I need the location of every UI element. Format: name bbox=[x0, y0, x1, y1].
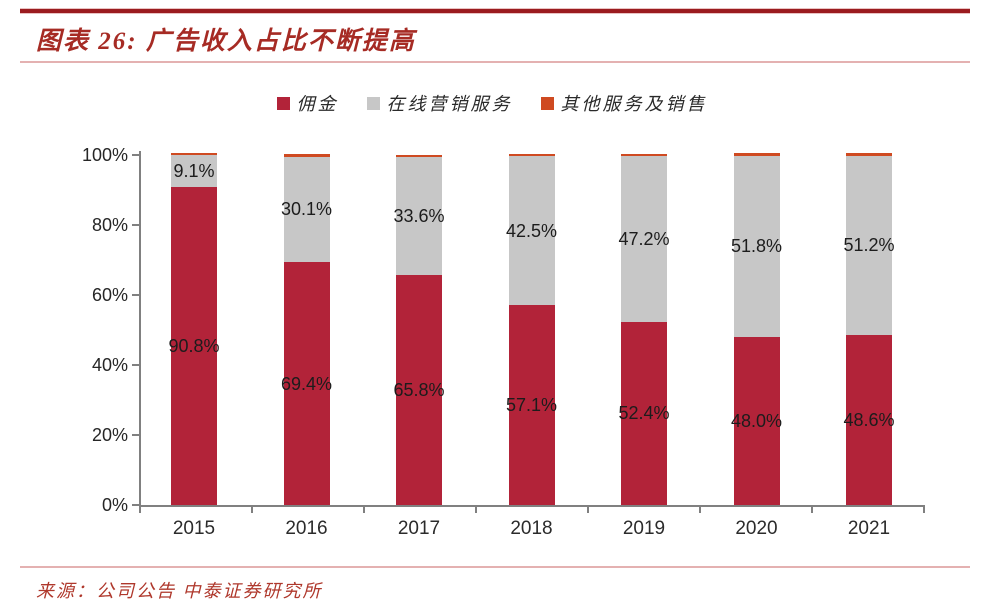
y-tick bbox=[132, 224, 139, 226]
y-tick bbox=[132, 154, 139, 156]
title-divider bbox=[20, 61, 970, 63]
bar-2020-other-services bbox=[733, 153, 780, 156]
bar-2019-other-services bbox=[621, 153, 667, 157]
x-tick bbox=[811, 507, 813, 513]
legend-label-online-marketing: 在线营销服务 bbox=[386, 94, 513, 114]
bar-label-2019-online-marketing: 47.2% bbox=[618, 229, 670, 249]
bar-2017-online-marketing bbox=[396, 157, 442, 275]
y-tick-label: 0% bbox=[101, 495, 128, 515]
y-tick bbox=[132, 364, 139, 366]
bar-label-2021-online-marketing: 51.2% bbox=[843, 235, 895, 256]
y-tick bbox=[132, 504, 139, 506]
y-tick-label: 100% bbox=[81, 145, 128, 165]
x-category-label: 2019 bbox=[622, 518, 666, 539]
bar-label-2019-commission: 52.4% bbox=[618, 403, 670, 424]
x-category-label: 2017 bbox=[397, 518, 441, 539]
bar-2017-other-services bbox=[396, 154, 442, 158]
x-tick bbox=[251, 507, 253, 513]
legend-item-commission: 佣金 bbox=[276, 90, 339, 116]
x-tick bbox=[363, 507, 365, 513]
bar-2016-commission bbox=[283, 262, 330, 505]
bar-2021-other-services bbox=[846, 153, 892, 156]
x-category-label: 2015 bbox=[172, 518, 216, 539]
bar-label-2018-online-marketing: 42.5% bbox=[505, 220, 558, 241]
legend-item-other-services: 其他服务及销售 bbox=[540, 90, 708, 116]
bar-2020-commission bbox=[733, 337, 780, 505]
bar-label-2016-online-marketing: 30.1% bbox=[280, 199, 333, 220]
x-category-label: 2021 bbox=[847, 518, 891, 539]
x-tick bbox=[587, 507, 589, 513]
bar-label-2020-commission: 48.0% bbox=[730, 411, 783, 431]
bar-2020-online-marketing bbox=[733, 155, 780, 337]
x-tick bbox=[699, 507, 701, 513]
legend-label-other-services: 其他服务及销售 bbox=[560, 94, 708, 114]
bar-2018-commission bbox=[508, 305, 555, 505]
bar-label-2016-commission: 69.4% bbox=[280, 373, 333, 394]
x-category-label: 2016 bbox=[285, 518, 328, 539]
x-tick bbox=[475, 507, 477, 513]
bar-label-2017-commission: 65.8% bbox=[393, 379, 445, 400]
legend: 佣金 在线营销服务 其他服务及销售 bbox=[0, 90, 984, 116]
bar-2019-commission bbox=[621, 321, 667, 505]
y-tick-label: 40% bbox=[91, 355, 128, 375]
bar-label-2015-commission: 90.8% bbox=[168, 336, 220, 357]
legend-swatch-online-marketing bbox=[366, 96, 380, 110]
x-tick bbox=[923, 507, 925, 513]
bar-2017-commission bbox=[396, 274, 442, 505]
bar-label-2017-online-marketing: 33.6% bbox=[393, 205, 445, 226]
legend-label-commission: 佣金 bbox=[296, 94, 339, 114]
bar-label-2018-commission: 57.1% bbox=[505, 395, 558, 416]
legend-swatch-other-services bbox=[540, 96, 554, 110]
legend-swatch-commission bbox=[276, 96, 290, 110]
y-tick-label: 60% bbox=[91, 285, 128, 305]
bar-label-2021-commission: 48.6% bbox=[843, 409, 895, 430]
bar-label-2020-online-marketing: 51.8% bbox=[730, 236, 783, 257]
bar-2021-commission bbox=[846, 334, 892, 505]
x-category-label: 2020 bbox=[735, 518, 778, 539]
legend-item-online-marketing: 在线营销服务 bbox=[366, 90, 513, 116]
bar-label-2015-online-marketing: 9.1% bbox=[173, 161, 215, 182]
bar-2018-other-services bbox=[508, 153, 555, 157]
top-divider bbox=[20, 8, 970, 14]
x-category-label: 2018 bbox=[510, 518, 553, 539]
source-divider bbox=[20, 566, 970, 568]
bar-2018-online-marketing bbox=[508, 156, 555, 306]
chart-title: 图表 26: 广告收入占比不断提高 bbox=[36, 28, 416, 55]
y-tick bbox=[132, 434, 139, 436]
x-tick bbox=[139, 507, 141, 513]
bar-2019-online-marketing bbox=[621, 156, 667, 322]
x-axis bbox=[139, 505, 925, 507]
y-tick bbox=[132, 294, 139, 296]
y-tick-label: 20% bbox=[91, 425, 128, 445]
bar-2021-online-marketing bbox=[846, 155, 892, 335]
source-text: 来源：公司公告 中泰证券研究所 bbox=[36, 581, 323, 601]
bar-2016-online-marketing bbox=[283, 156, 330, 263]
bar-2015-commission bbox=[171, 187, 217, 505]
bar-2015-other-services bbox=[171, 152, 217, 156]
bar-2015-online-marketing bbox=[171, 155, 217, 188]
bar-2016-other-services bbox=[283, 154, 330, 157]
y-axis bbox=[139, 151, 141, 507]
y-tick-label: 80% bbox=[91, 215, 128, 235]
